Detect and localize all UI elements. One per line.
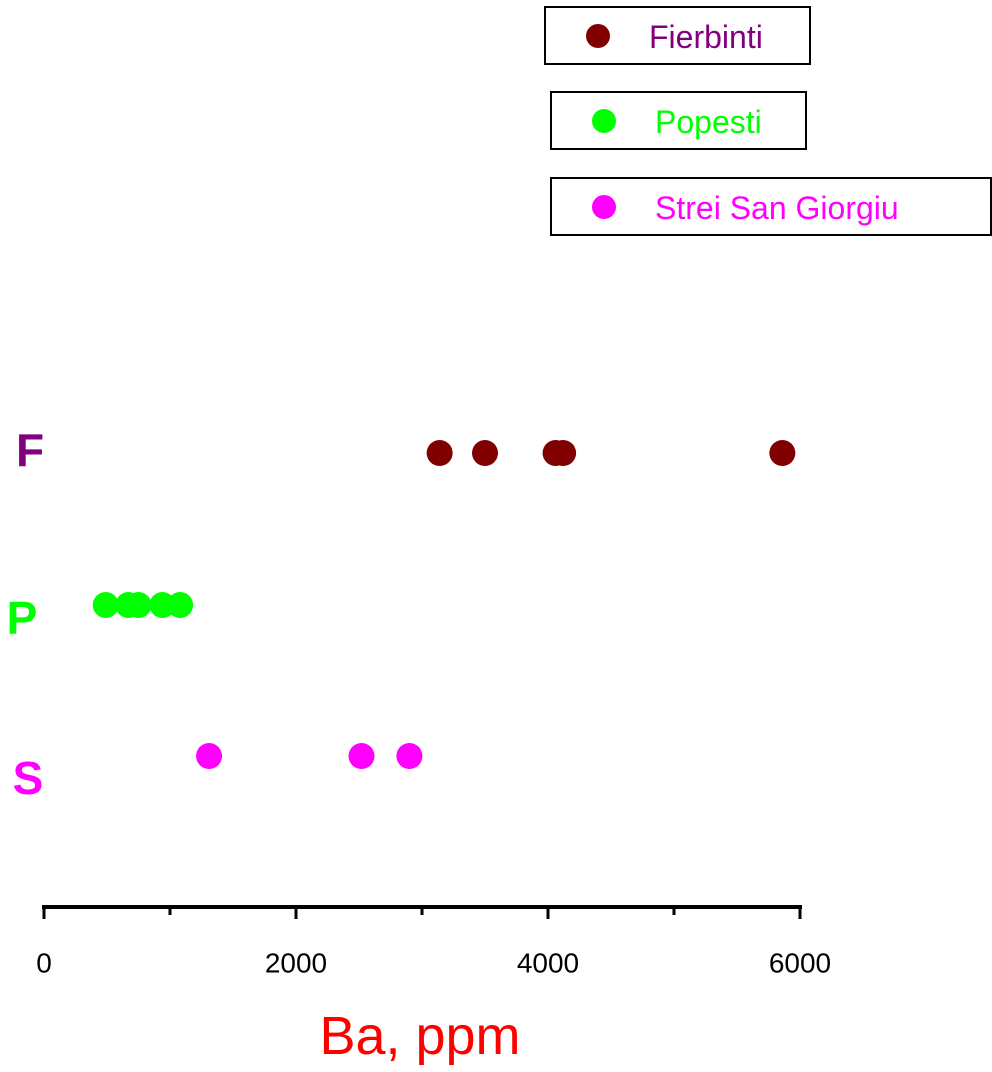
legend-label: Popesti [655,104,762,140]
data-point [125,592,152,618]
data-point [472,440,498,466]
row-label: P [7,592,38,644]
data-point [396,743,423,769]
legend-marker [592,109,616,133]
legend-marker [586,24,610,48]
x-tick-label: 6000 [769,948,831,979]
x-axis-title: Ba, ppm [319,1006,520,1066]
legend-box [550,91,807,150]
data-point [348,743,375,769]
x-tick-label: 0 [36,948,52,979]
data-point [550,440,577,466]
legend-label: Strei San Giorgiu [655,190,899,226]
legend-box [544,6,811,65]
x-tick-label: 2000 [265,948,327,979]
legend-label: Fierbinti [649,19,763,55]
data-point [92,592,119,618]
row-label: F [16,424,44,476]
legend-box [550,177,992,236]
data-point [769,440,796,466]
x-tick-label: 4000 [517,948,579,979]
row-label: S [13,752,44,804]
data-point [196,743,223,769]
data-point [426,440,453,466]
data-point [167,592,194,618]
legend-marker [592,195,616,219]
